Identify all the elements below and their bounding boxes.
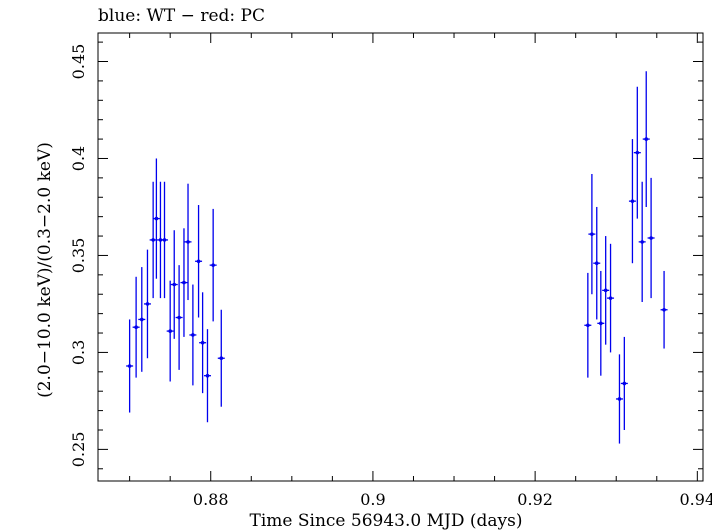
data-point [126,319,134,413]
point-marker [158,238,163,242]
data-point [152,158,160,279]
y-tick-label: 0.3 [69,340,88,365]
data-series-wt [126,71,668,444]
data-point [647,177,655,299]
data-point [161,181,169,299]
point-marker [139,317,144,322]
point-marker [196,259,201,264]
point-marker [630,199,635,203]
point-marker [191,333,195,337]
data-point [615,354,623,444]
x-axis-label: Time Since 56943.0 MJD (days) [249,511,523,531]
x-tick-label: 0.92 [517,490,553,509]
point-marker [162,238,167,242]
point-marker [622,381,627,386]
data-point [633,86,641,219]
data-point [138,267,146,372]
data-point [660,270,668,349]
point-marker [200,340,205,345]
data-point [597,270,605,376]
point-marker [154,216,159,221]
y-tick-label: 0.45 [69,44,88,80]
point-marker [134,325,138,330]
point-marker [599,321,603,326]
point-marker [205,373,210,378]
x-tick-label: 0.94 [680,490,712,509]
y-tick-label: 0.25 [69,432,88,468]
point-marker [151,238,155,242]
data-point [166,280,174,382]
point-marker [590,232,594,236]
data-point [584,272,592,378]
x-tick-label: 0.88 [193,490,229,509]
plot-frame [97,32,704,482]
point-marker [211,263,215,267]
data-point [149,181,157,299]
point-marker [644,137,649,141]
point-marker [662,307,666,312]
point-marker [617,397,622,401]
y-tick-label: 0.35 [69,238,88,274]
data-point [628,139,636,264]
data-point [199,292,207,394]
point-marker [640,240,644,244]
data-point [203,329,211,423]
data-point [175,265,183,370]
data-point [607,243,615,353]
data-point [602,236,610,345]
data-point [593,206,601,320]
point-marker [608,296,613,300]
data-point [638,181,646,302]
point-marker [635,150,640,155]
data-point [588,173,596,295]
point-marker [145,302,150,306]
data-point [620,336,628,430]
point-marker [594,261,599,266]
axis-ticks: 0.88 0.9 0.92 0.94 0.25 0.3 0.35 0.4 0.45 [69,33,712,509]
point-marker [127,364,132,368]
data-point [170,230,178,339]
point-marker [649,236,653,240]
point-marker [603,288,608,293]
data-point [132,276,140,378]
data-point [184,183,192,301]
data-point [209,208,217,322]
chart-title: blue: WT − red: PC [98,6,265,26]
data-point [195,205,203,318]
data-point [217,309,225,407]
data-point [180,228,188,337]
data-point [143,249,151,359]
data-point [189,284,197,386]
point-marker [182,280,186,285]
point-marker [586,323,590,328]
y-axis-label: (2.0−10.0 keV)/(0.3−2.0 keV) [35,142,55,398]
point-marker [186,240,190,244]
point-marker [172,282,177,287]
data-point [642,71,650,207]
point-marker [219,356,224,361]
x-tick-label: 0.9 [360,490,385,509]
point-marker [177,315,181,320]
point-marker [168,329,172,333]
y-tick-label: 0.4 [69,146,88,171]
